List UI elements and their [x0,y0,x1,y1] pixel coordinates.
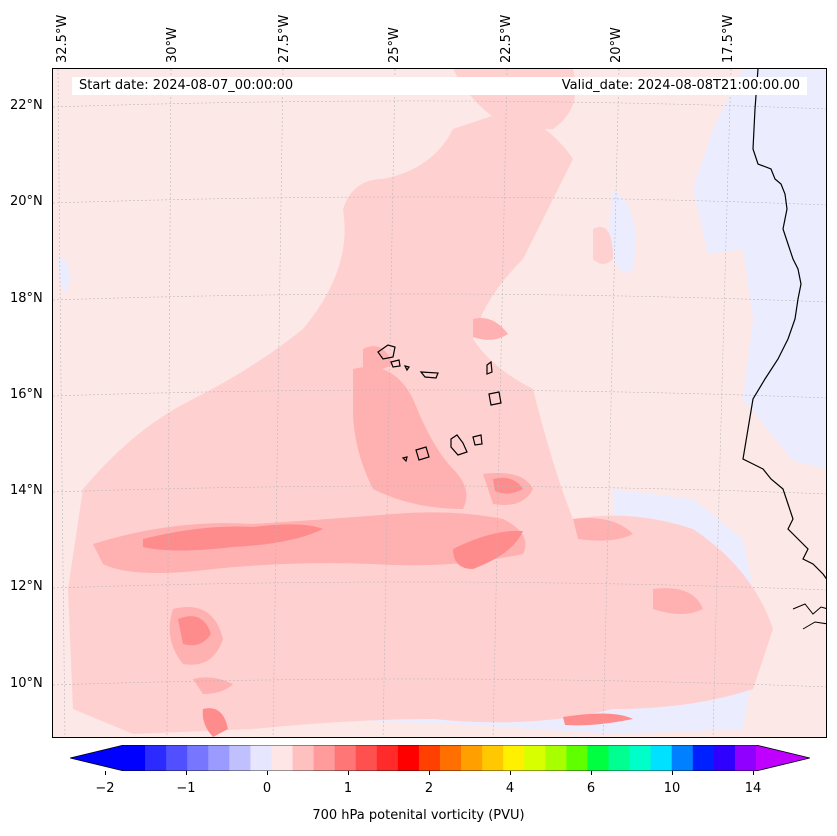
map-panel [52,68,827,738]
lon-label-32.5w: 32.5°W [55,14,70,63]
colorbar-cell [187,745,209,771]
colorbar-cell [482,745,504,771]
cb-tick-label: 6 [586,781,596,796]
cb-tickmark [510,771,511,775]
colorbar-cell [334,745,357,771]
cb-tick-label: 14 [744,781,762,796]
cb-tick-label: −2 [95,781,115,796]
lat-label-10n: 10°N [10,676,43,691]
colorbar-cell [376,745,399,771]
colorbar-cell [124,745,146,771]
lat-label-20n: 20°N [10,194,43,209]
colorbar-cell [292,745,315,771]
colorbar-label: 700 hPa potenital vorticity (PVU) [312,808,525,823]
lat-label-16n: 16°N [10,387,43,402]
cb-tick-label: 1 [343,781,353,796]
africa-coastline [742,69,826,580]
valid-date-text: Valid_date: 2024-08-08T21:00:00.00 [561,78,800,93]
lon-label-20w: 20°W [609,27,624,63]
cb-tickmark [105,771,106,775]
colorbar-cell [208,745,230,771]
colorbar-cell [545,745,567,771]
colorbar-cell [629,745,652,771]
colorbar-cell [250,745,272,771]
cb-tickmark [753,771,754,775]
colorbar-cell [650,745,673,771]
colorbar-cell [313,745,336,771]
lat-label-14n: 14°N [10,483,43,498]
colorbar-cell [397,745,420,771]
cb-tick-label: −1 [176,781,196,796]
colorbar [70,745,810,771]
colorbar-cell [608,745,631,771]
colorbar-cell [503,745,525,771]
cape-verde-islands [377,344,502,463]
graticule [53,69,826,737]
colorbar-cell [461,745,483,771]
colorbar-cell [734,745,757,771]
colorbar-extend-max [756,745,810,771]
colorbar-cell [145,745,167,771]
lat-label-18n: 18°N [10,291,43,306]
colorbar-cell [166,745,188,771]
colorbar-cell [440,745,462,771]
coast-detail [792,603,826,630]
colorbar-extend-min [70,745,124,771]
colorbar-cell [418,745,441,771]
lon-label-25w: 25°W [387,27,402,63]
lat-label-22n: 22°N [10,98,43,113]
cb-tick-label: 0 [262,781,272,796]
pv-field-map [53,69,826,737]
cb-tick-label: 2 [424,781,434,796]
lat-label-12n: 12°N [10,579,43,594]
cb-tickmark [672,771,673,775]
cb-tickmark [591,771,592,775]
cb-tick-label: 4 [505,781,515,796]
colorbar-cell [355,745,378,771]
colorbar-cell [692,745,715,771]
colorbar-cell [566,745,588,771]
cb-tickmark [429,771,430,775]
lon-label-17.5w: 17.5°W [721,14,736,63]
colorbar-cell [229,745,251,771]
colorbar-cell [671,745,694,771]
lon-label-27.5w: 27.5°W [277,14,292,63]
positive-pv-strong [143,477,633,737]
colorbar-cell [271,745,294,771]
cb-tickmark [348,771,349,775]
lon-label-30w: 30°W [165,27,180,63]
cb-tickmark [267,771,268,775]
colorbar-cell [524,745,546,771]
cb-tickmark [186,771,187,775]
start-date-text: Start date: 2024-08-07_00:00:00 [79,78,294,93]
colorbar-cells [124,745,757,771]
lon-label-22.5w: 22.5°W [499,14,514,63]
colorbar-cell [713,745,736,771]
colorbar-cell [587,745,610,771]
cb-tick-label: 10 [663,781,681,796]
info-box [72,77,807,95]
